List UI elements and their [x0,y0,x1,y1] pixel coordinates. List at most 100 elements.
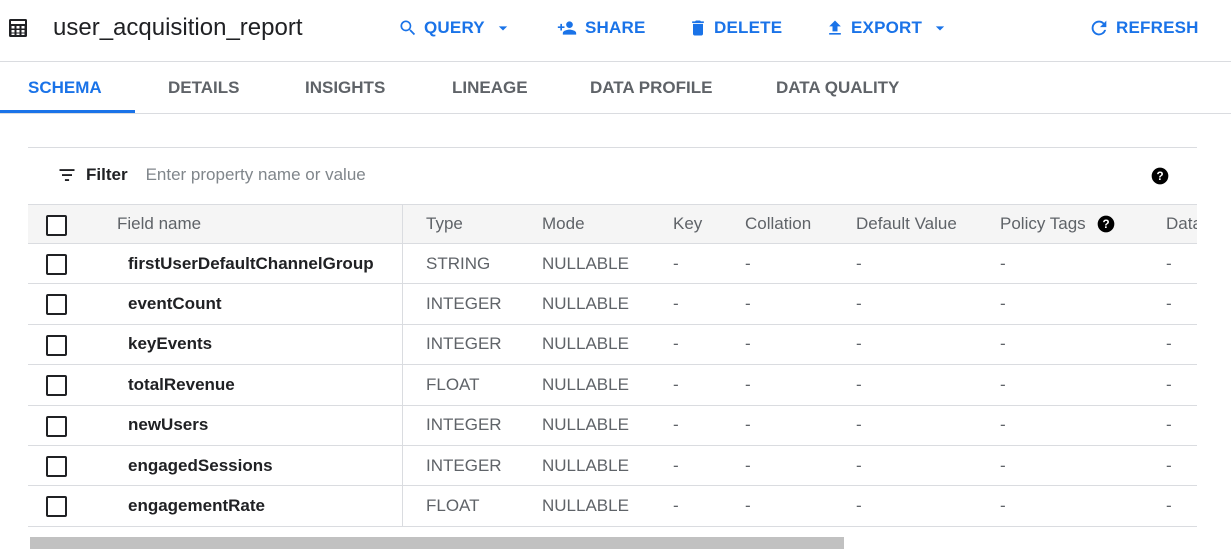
column-header[interactable]: Policy Tags? [1000,205,1116,243]
row-checkbox[interactable] [46,294,67,316]
table-cell: - [745,244,751,283]
table-cell: - [856,365,862,404]
row-checkbox[interactable] [46,375,67,397]
table-cell: - [1000,325,1006,364]
table-row: newUsers INTEGER NULLABLE - - - - - [28,405,1197,446]
cell-text: - [673,415,679,435]
tab-details[interactable]: DETAILS [168,78,240,97]
delete-button[interactable]: DELETE [688,17,782,39]
filter-input[interactable] [145,165,846,185]
row-checkbox[interactable] [46,455,67,477]
query-button[interactable]: QUERY [398,17,515,39]
panel-divider [28,147,1197,148]
table-cell: - [1166,325,1172,364]
table-cell: - [1166,244,1172,283]
delete-label: DELETE [714,18,783,37]
search-icon [400,20,416,36]
column-header[interactable]: Default Value [856,205,957,243]
column-header-label: Policy Tags [1000,214,1086,233]
table-cell: - [1166,284,1172,323]
table-row: engagedSessions INTEGER NULLABLE - - - - - [28,445,1197,487]
active-tab-indicator [0,110,135,113]
table-cell: - [673,244,679,283]
cell-text: NULLABLE [542,455,629,475]
chevron-down-icon [498,26,507,31]
table-cell: - [673,284,679,323]
column-header[interactable]: Field name [117,205,201,243]
cell-text: - [673,334,679,354]
table-cell: - [745,406,751,445]
tab-data-quality[interactable]: DATA QUALITY [776,78,900,97]
cell-text: - [1166,374,1172,394]
table-cell: - [745,446,751,485]
export-button[interactable]: EXPORT [825,17,952,39]
cell-text: - [673,294,679,314]
table-cell: NULLABLE [542,365,629,404]
cell-text: - [1166,415,1172,435]
column-header-label: Default Value [856,214,957,233]
row-checkbox[interactable] [46,415,67,437]
table-row: totalRevenue FLOAT NULLABLE - - - - - [28,365,1197,406]
row-checkbox[interactable] [46,334,67,356]
cell-text: - [745,496,751,516]
table-cell: - [1166,406,1172,445]
table-cell: - [1166,446,1172,485]
cell-text: - [856,496,862,516]
cell-text: - [1000,253,1006,273]
table-cell: - [856,406,862,445]
table-cell: NULLABLE [542,406,629,445]
cell-text: - [1166,496,1172,516]
tab-data-profile[interactable]: DATA PROFILE [590,78,713,97]
select-all-checkbox[interactable] [46,215,67,236]
column-header-label: Mode [542,214,585,233]
cell-text: - [1000,374,1006,394]
table-cell: - [1166,365,1172,404]
filter-icon[interactable] [56,165,78,185]
cell-text: firstUserDefaultChannelGroup [128,253,374,273]
table-cell: - [1166,486,1172,525]
cell-text: newUsers [128,415,209,435]
cell-text: NULLABLE [542,334,629,354]
row-checkbox[interactable] [46,496,67,518]
cell-text: - [673,374,679,394]
export-label: EXPORT [851,18,923,37]
table-cell: - [673,486,679,525]
column-header[interactable]: Mode [542,205,585,243]
column-header-label: Field name [117,214,202,233]
table-row: keyEvents INTEGER NULLABLE - - - - - [28,324,1197,366]
column-header[interactable]: Type [426,205,463,243]
table-cell: - [1000,406,1006,445]
cell-text: - [856,374,862,394]
cell-text: - [1000,334,1006,354]
tab-insights[interactable]: INSIGHTS [305,78,386,97]
query-label: QUERY [424,18,485,37]
help-icon[interactable]: ? [1150,166,1170,186]
table-row: firstUserDefaultChannelGroup STRING NULLAB… [28,244,1197,285]
table-cell: FLOAT [426,486,480,525]
column-header[interactable]: Collation [745,205,811,243]
column-divider [402,405,403,445]
cell-text: - [673,253,679,273]
help-icon[interactable]: ? [1096,214,1116,234]
table-cell: - [856,446,862,485]
column-header[interactable]: Data [1166,205,1197,243]
chevron-down-icon [935,26,945,31]
row-checkbox[interactable] [46,254,67,275]
table-cell: NULLABLE [542,486,629,525]
cell-text: NULLABLE [542,415,629,435]
horizontal-scrollbar[interactable] [30,537,844,549]
cell-text: - [745,374,751,394]
table-cell: - [856,486,862,525]
refresh-label: REFRESH [1116,18,1199,37]
table-cell: - [856,325,862,364]
refresh-button[interactable]: REFRESH [1088,17,1199,39]
share-button[interactable]: SHARE [555,17,646,39]
cell-text: NULLABLE [542,294,629,314]
table-cell: - [745,325,751,364]
column-header-label: Key [673,214,703,233]
tab-lineage[interactable]: LINEAGE [452,78,528,97]
cell-text: - [745,334,751,354]
column-header[interactable]: Key [673,205,702,243]
filter-label: Filter [86,165,128,184]
tab-schema[interactable]: SCHEMA [28,78,102,97]
